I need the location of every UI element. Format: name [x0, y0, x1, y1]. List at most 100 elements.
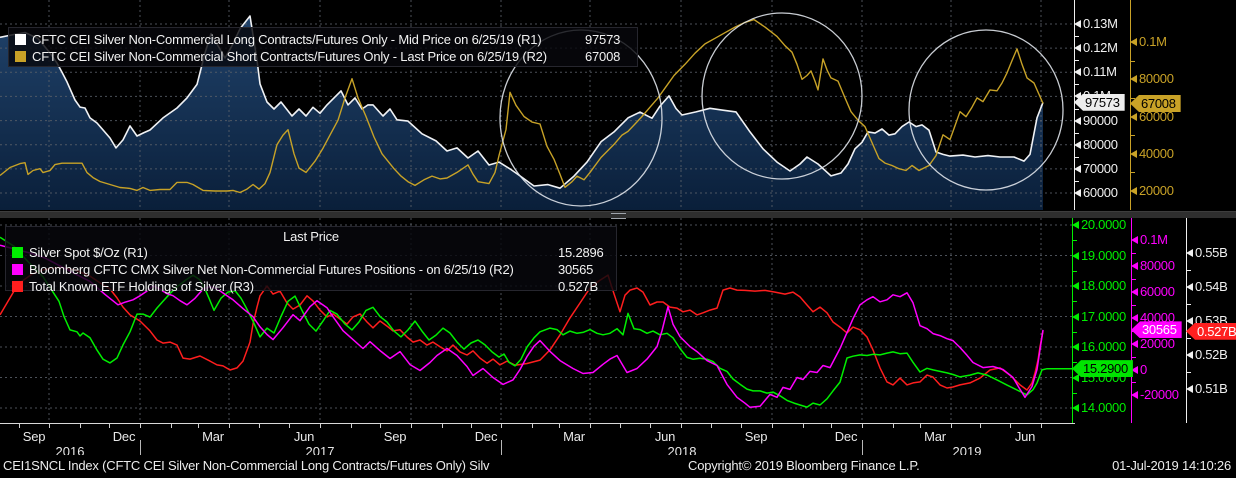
- axis-minor-tick: [1072, 240, 1077, 241]
- legend-swatch-icon: [15, 34, 26, 45]
- axis-minor-tick: [1072, 393, 1077, 394]
- legend-series-value: 67008: [585, 48, 621, 64]
- series-line: [0, 18, 1044, 194]
- x-axis-line: [0, 423, 1075, 424]
- month-tick: [559, 424, 560, 428]
- axis-minor-tick: [1186, 338, 1191, 339]
- month-tick: [259, 424, 260, 428]
- axis-value-label: 70000: [1083, 160, 1118, 176]
- year-separator: [501, 440, 502, 455]
- axis-minor-tick: [1074, 109, 1079, 110]
- axis-tick: [1186, 385, 1193, 393]
- month-label: Mar: [563, 429, 585, 444]
- legend-row: Total Known ETF Holdings of Silver (R3) 0…: [6, 278, 616, 295]
- legend-swatch-icon: [12, 281, 23, 292]
- axis-minor-tick: [1074, 181, 1079, 182]
- axis-value-label: 0.55B: [1195, 245, 1228, 260]
- month-tick: [171, 424, 172, 428]
- top-legend: CFTC CEI Silver Non-Commercial Long Cont…: [8, 27, 638, 67]
- axis-tick: [1186, 249, 1193, 257]
- month-tick: [289, 424, 290, 428]
- axis-tick: [1072, 373, 1079, 382]
- axis-minor-tick: [1072, 301, 1077, 302]
- axis-value-label: 0.12M: [1083, 40, 1118, 56]
- axis-value-label: 90000: [1083, 112, 1118, 128]
- axis-value-label: 80000: [1139, 71, 1174, 87]
- month-tick: [920, 424, 921, 428]
- axis-tick: [1131, 313, 1138, 322]
- month-tick: [862, 424, 863, 428]
- series-line: [0, 15, 1044, 189]
- axis-tick: [1130, 75, 1137, 84]
- axis-value-label: 80000: [1083, 136, 1118, 152]
- axis-minor-tick: [1131, 382, 1136, 383]
- axis-value-label: 60000: [1140, 283, 1175, 299]
- panel-divider: [0, 211, 1236, 219]
- axis-minor-tick: [1131, 357, 1136, 358]
- last-price-badge: 30565: [1131, 321, 1182, 339]
- divider-drag-handle[interactable]: [611, 213, 626, 219]
- bottom-legend-header: Last Price: [283, 229, 339, 244]
- axis-minor-tick: [1186, 372, 1191, 373]
- legend-row: CFTC CEI Silver Non-Commercial Long Cont…: [9, 31, 637, 48]
- axis-value-label: 20000: [1140, 335, 1175, 351]
- axis-tick: [1131, 261, 1138, 270]
- month-tick: [532, 424, 533, 428]
- axis-tick: [1072, 312, 1079, 321]
- axis-tick: [1074, 164, 1081, 173]
- month-tick: [229, 424, 230, 428]
- axis-line-R1: [1074, 0, 1075, 210]
- month-tick: [1010, 424, 1011, 428]
- axis-line-R2: [1130, 0, 1131, 210]
- axis-tick: [1131, 236, 1138, 244]
- axis-line-R1: [1072, 218, 1073, 423]
- axis-value-label: 0.1M: [1139, 34, 1167, 49]
- month-label: Dec: [474, 429, 498, 444]
- axis-minor-tick: [1131, 305, 1136, 306]
- axis-minor-tick: [1130, 135, 1135, 136]
- axis-minor-tick: [1131, 253, 1136, 254]
- month-tick: [650, 424, 651, 428]
- legend-series-label: Bloomberg CFTC CMX Silver Net Non-Commer…: [29, 261, 514, 277]
- month-label: Dec: [112, 429, 136, 444]
- month-tick: [411, 424, 412, 428]
- axis-value-label: 0.11M: [1083, 64, 1117, 80]
- axis-value-label: 80000: [1140, 257, 1175, 273]
- axis-value-label: 0.54B: [1195, 279, 1228, 294]
- month-tick: [951, 424, 952, 428]
- top-panel-plot[interactable]: [0, 0, 1074, 210]
- axis-value-label: 18.0000: [1081, 278, 1126, 293]
- axis-value-label: 0.51B: [1195, 381, 1228, 396]
- axis-tick: [1186, 351, 1193, 359]
- month-tick: [471, 424, 472, 428]
- circle-annotation: [701, 12, 863, 180]
- month-tick: [893, 424, 894, 428]
- axis-tick: [1072, 343, 1079, 351]
- legend-swatch-icon: [12, 264, 23, 275]
- series-line: [0, 266, 1044, 391]
- month-label: Dec: [834, 429, 858, 444]
- legend-series-value: 15.2896: [558, 244, 604, 260]
- circle-annotation: [908, 29, 1064, 191]
- axis-tick: [1131, 339, 1138, 348]
- legend-series-label: CFTC CEI Silver Non-Commercial Short Con…: [32, 48, 547, 64]
- year-separator: [862, 440, 863, 455]
- axis-tick: [1186, 317, 1193, 325]
- axis-minor-tick: [1072, 332, 1077, 333]
- axis-value-label: 17.0000: [1081, 308, 1126, 324]
- axis-minor-tick: [1186, 270, 1191, 271]
- axis-value-label: 40000: [1139, 145, 1174, 161]
- month-label: Jun: [293, 429, 315, 444]
- status-ticker-text: CEI1SNCL Index (CFTC CEI Silver Non-Comm…: [3, 458, 490, 473]
- month-tick: [772, 424, 773, 428]
- axis-value-label: 60000: [1139, 108, 1174, 124]
- legend-swatch-icon: [15, 51, 26, 62]
- legend-series-value: 0.527B: [558, 278, 599, 294]
- axis-tick: [1074, 92, 1081, 101]
- axis-value-label: 60000: [1083, 185, 1118, 200]
- legend-row: Silver Spot $/Oz (R1) 15.2896: [6, 244, 616, 261]
- status-copyright: Copyright© 2019 Bloomberg Finance L.P.: [688, 458, 920, 473]
- year-separator: [140, 440, 141, 455]
- last-price-badge: 97573: [1074, 93, 1125, 111]
